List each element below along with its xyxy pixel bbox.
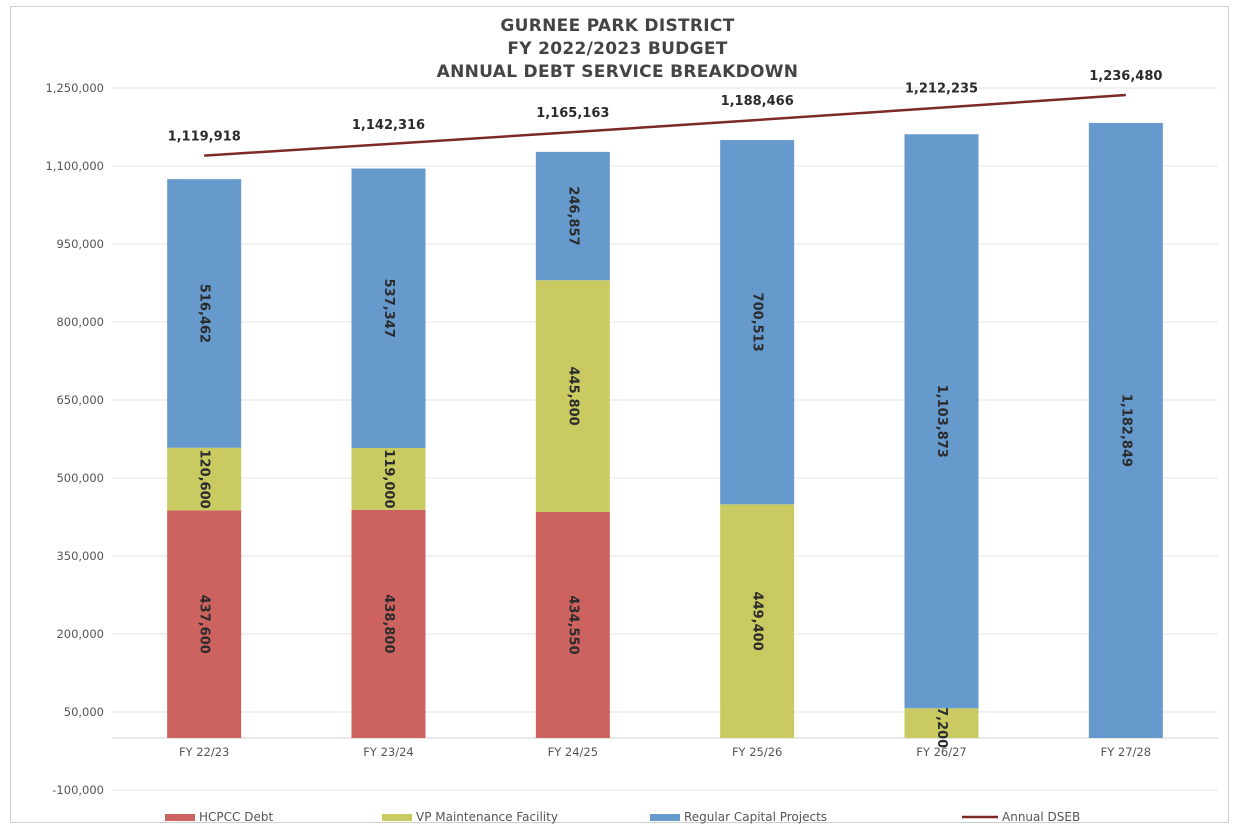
legend-swatch-regular-capital-projects bbox=[650, 814, 680, 821]
x-tick-label: FY 24/25 bbox=[548, 745, 598, 759]
bar-value-label: 1,103,873 bbox=[934, 385, 949, 458]
legend-swatch-hcpcc-debt bbox=[165, 814, 195, 821]
y-tick-label: 350,000 bbox=[56, 549, 104, 563]
line-value-label: 1,119,918 bbox=[168, 130, 241, 145]
x-tick-label: FY 26/27 bbox=[916, 745, 966, 759]
bar-value-label: 449,400 bbox=[750, 592, 765, 651]
bar-regular-capital-projects bbox=[535, 151, 610, 281]
chart-title-line-2: FY 2022/2023 BUDGET bbox=[507, 39, 728, 59]
bar-regular-capital-projects bbox=[904, 134, 979, 709]
bar-value-label: 438,800 bbox=[381, 594, 396, 653]
bar-hcpcc-debt bbox=[351, 509, 426, 738]
line-value-label: 1,212,235 bbox=[905, 82, 978, 97]
legend-label-vp-maintenance-facility: VP Maintenance Facility bbox=[416, 810, 558, 824]
line-value-label: 1,165,163 bbox=[536, 106, 609, 121]
y-tick-label: -100,000 bbox=[52, 783, 104, 797]
x-tick-label: FY 23/24 bbox=[363, 745, 413, 759]
bar-value-label: 437,600 bbox=[197, 595, 212, 654]
y-tick-label: 500,000 bbox=[56, 471, 104, 485]
bar-vp-maintenance-facility bbox=[904, 708, 979, 738]
line-value-label: 1,188,466 bbox=[721, 94, 794, 109]
bar-value-label: 120,600 bbox=[197, 449, 212, 508]
bar-value-label: 700,513 bbox=[750, 293, 765, 352]
x-tick-label: FY 22/23 bbox=[179, 745, 229, 759]
y-tick-label: 800,000 bbox=[56, 315, 104, 329]
bar-value-label: 57,200 bbox=[934, 698, 949, 748]
legend-label-hcpcc-debt: HCPCC Debt bbox=[199, 810, 273, 824]
bar-value-label: 445,800 bbox=[565, 367, 580, 426]
bar-value-label: 434,550 bbox=[565, 595, 580, 654]
y-tick-label: 50,000 bbox=[64, 705, 104, 719]
y-tick-label: 200,000 bbox=[56, 627, 104, 641]
bar-hcpcc-debt bbox=[167, 510, 242, 738]
y-tick-label: 1,250,000 bbox=[45, 81, 104, 95]
bar-value-label: 516,462 bbox=[197, 284, 212, 343]
bar-value-label: 1,182,849 bbox=[1118, 394, 1133, 467]
bar-regular-capital-projects bbox=[1088, 122, 1163, 738]
bar-hcpcc-debt bbox=[535, 512, 610, 738]
bar-vp-maintenance-facility bbox=[351, 447, 426, 510]
y-tick-label: 950,000 bbox=[56, 237, 104, 251]
bar-value-label: 537,347 bbox=[381, 279, 396, 338]
bar-vp-maintenance-facility bbox=[535, 280, 610, 513]
x-tick-label: FY 25/26 bbox=[732, 745, 782, 759]
line-value-label: 1,236,480 bbox=[1089, 69, 1162, 84]
y-tick-label: 1,100,000 bbox=[45, 159, 104, 173]
bar-vp-maintenance-facility bbox=[720, 504, 795, 738]
chart-title-line-1: GURNEE PARK DISTRICT bbox=[500, 16, 735, 36]
bar-regular-capital-projects bbox=[167, 179, 242, 448]
y-tick-label: 650,000 bbox=[56, 393, 104, 407]
legend-label-annual-dseb: Annual DSEB bbox=[1002, 810, 1080, 824]
bar-value-label: 246,857 bbox=[565, 186, 580, 245]
bar-regular-capital-projects bbox=[720, 140, 795, 505]
legend-label-regular-capital-projects: Regular Capital Projects bbox=[684, 810, 827, 824]
line-annual-dseb bbox=[204, 93, 1126, 157]
legend-swatch-vp-maintenance-facility bbox=[382, 814, 412, 821]
chart-title-line-3: ANNUAL DEBT SERVICE BREAKDOWN bbox=[436, 62, 799, 82]
line-value-label: 1,142,316 bbox=[352, 118, 425, 133]
x-tick-label: FY 27/28 bbox=[1101, 745, 1151, 759]
bar-value-label: 119,000 bbox=[381, 449, 396, 508]
bar-vp-maintenance-facility bbox=[167, 447, 242, 511]
chart-frame bbox=[10, 6, 1229, 823]
bar-regular-capital-projects bbox=[351, 168, 426, 448]
